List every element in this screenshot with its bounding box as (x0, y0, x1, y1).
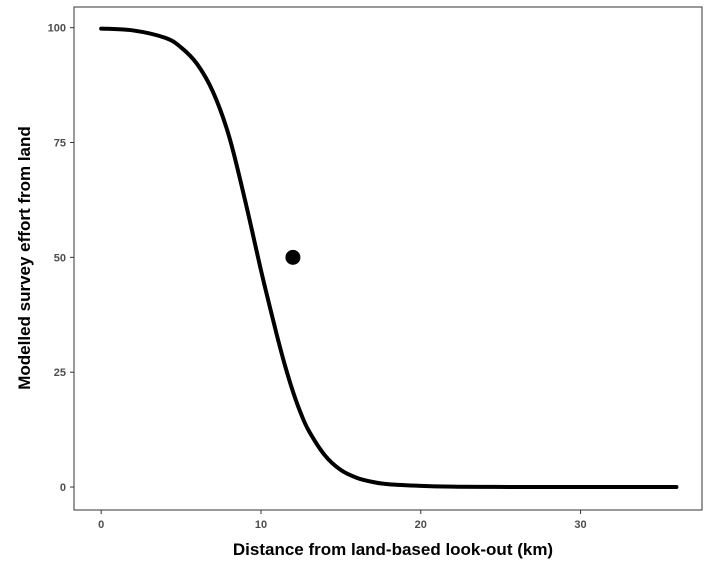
midpoint-marker (285, 249, 301, 265)
plot-panel-border (73, 6, 703, 511)
x-axis-title: Distance from land-based look-out (km) (233, 540, 553, 559)
y-axis-title: Modelled survey effort from land (15, 126, 34, 390)
y-tick-label: 75 (54, 138, 66, 150)
effort-curve (99, 26, 679, 490)
y-tick-label: 0 (60, 482, 66, 494)
y-tick-label: 100 (48, 23, 66, 35)
y-axis: 0 25 50 75 100 (48, 23, 74, 494)
x-tick-label: 0 (98, 519, 104, 531)
x-axis: 0 10 20 30 (98, 510, 587, 531)
x-tick-label: 20 (415, 519, 427, 531)
x-tick-label: 10 (255, 519, 267, 531)
y-tick-label: 25 (54, 367, 66, 379)
y-tick-label: 50 (54, 252, 66, 264)
x-tick-label: 30 (574, 519, 586, 531)
